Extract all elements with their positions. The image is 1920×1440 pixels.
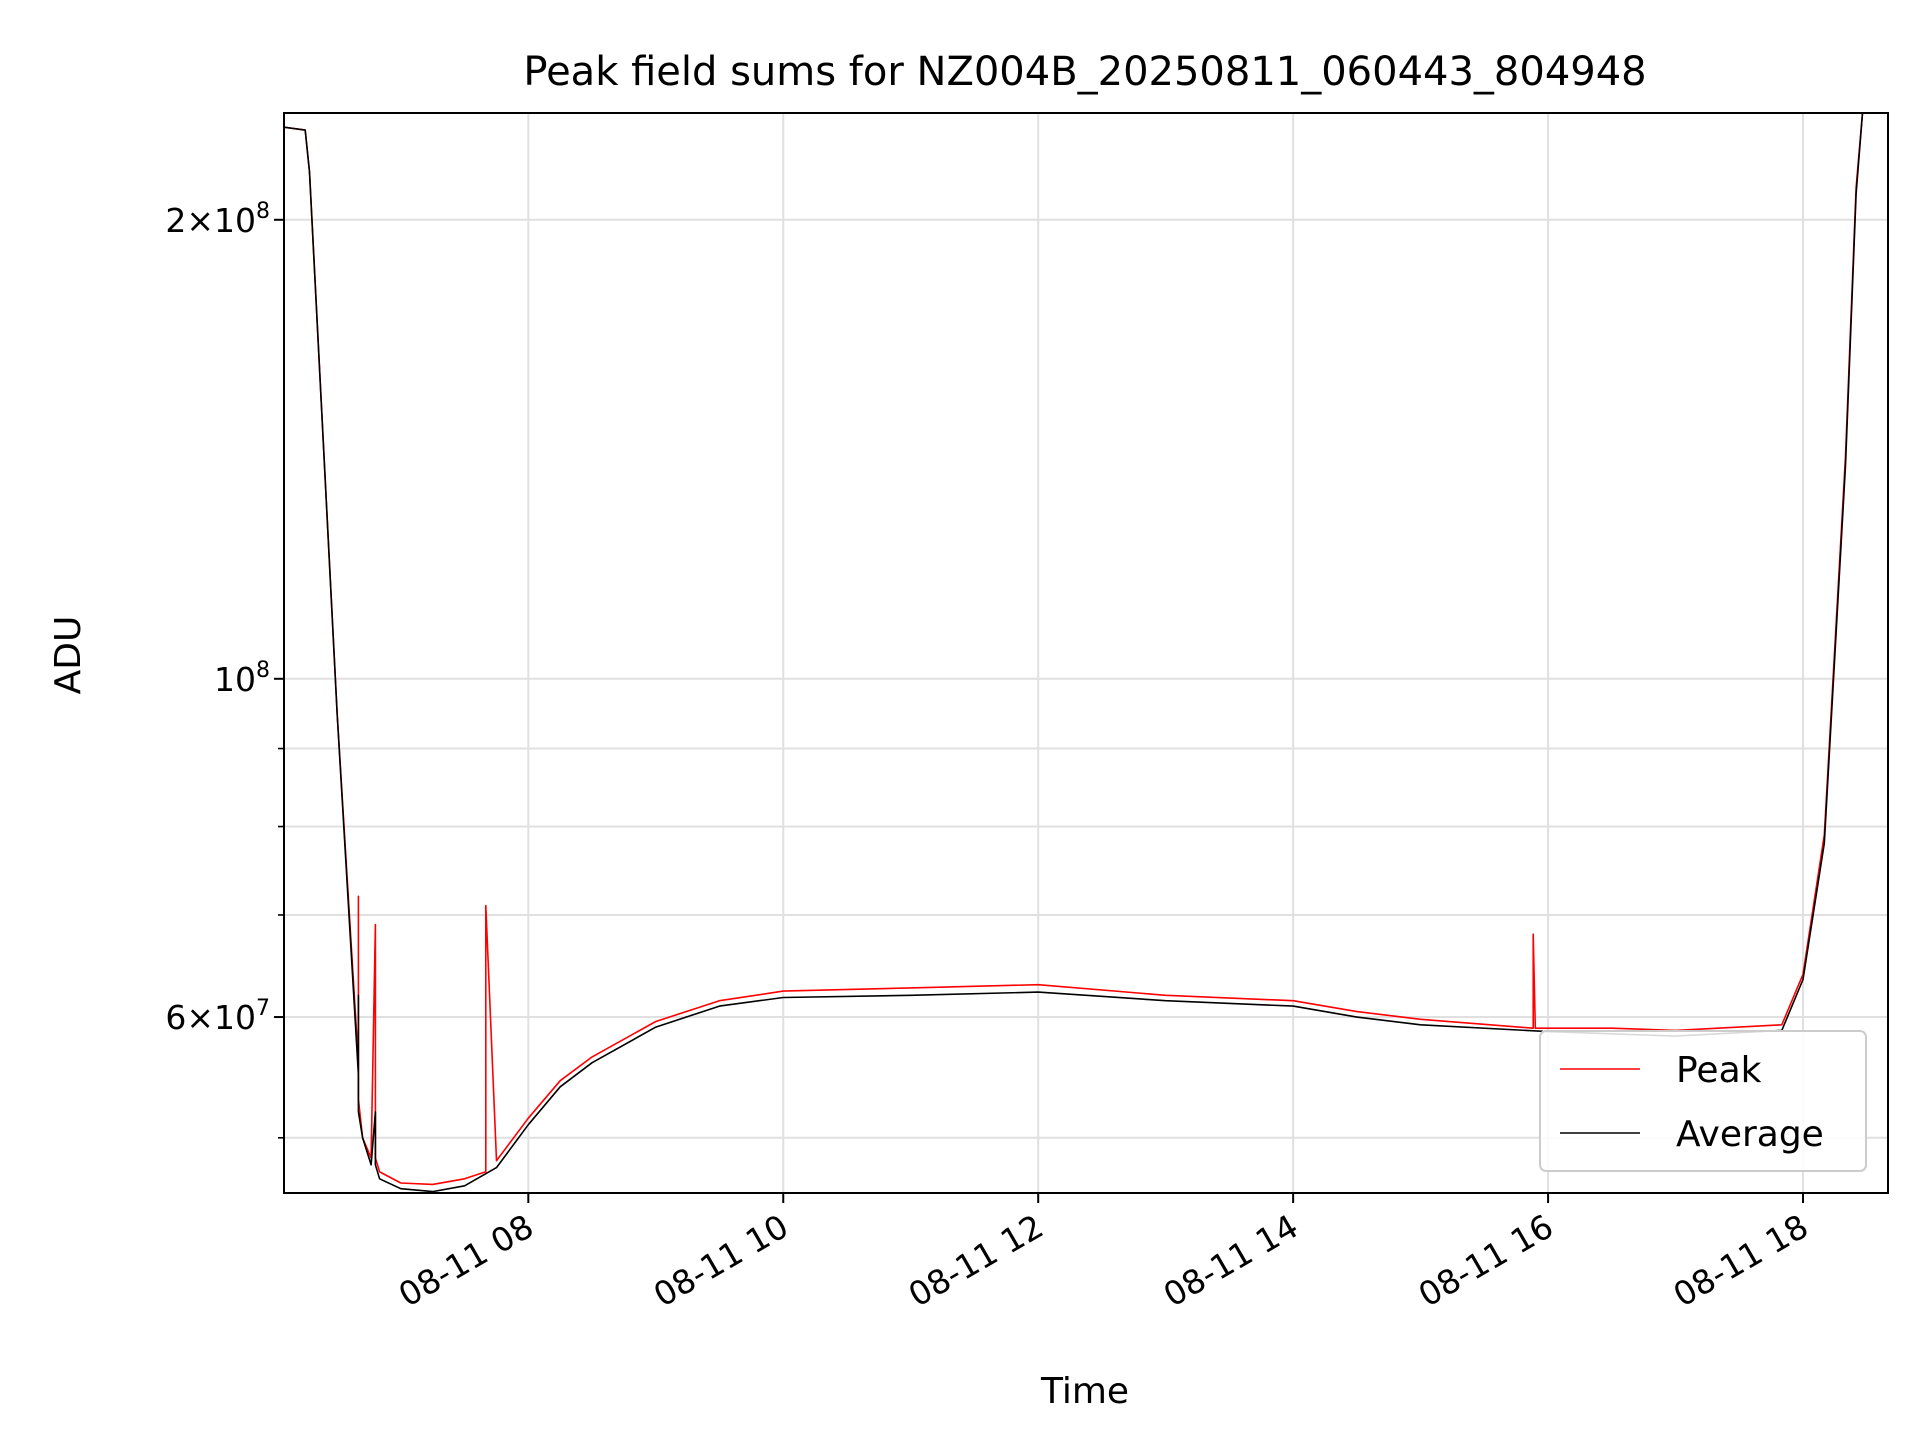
plot-frame xyxy=(283,112,1889,1194)
legend: Peak Average xyxy=(1539,1030,1867,1172)
y-axis-label: ADU xyxy=(48,616,89,695)
chart-title: Peak field sums for NZ004B_20250811_0604… xyxy=(523,49,1646,95)
legend-box xyxy=(1539,1030,1867,1172)
x-axis-label: Time xyxy=(1040,1371,1129,1412)
legend-label-peak: Peak xyxy=(1676,1050,1762,1091)
y-tick-label: 6×107 xyxy=(165,996,270,1037)
y-tick-label: 108 xyxy=(214,658,270,699)
y-tick-label: 2×108 xyxy=(165,199,270,240)
legend-label-average: Average xyxy=(1676,1114,1824,1155)
